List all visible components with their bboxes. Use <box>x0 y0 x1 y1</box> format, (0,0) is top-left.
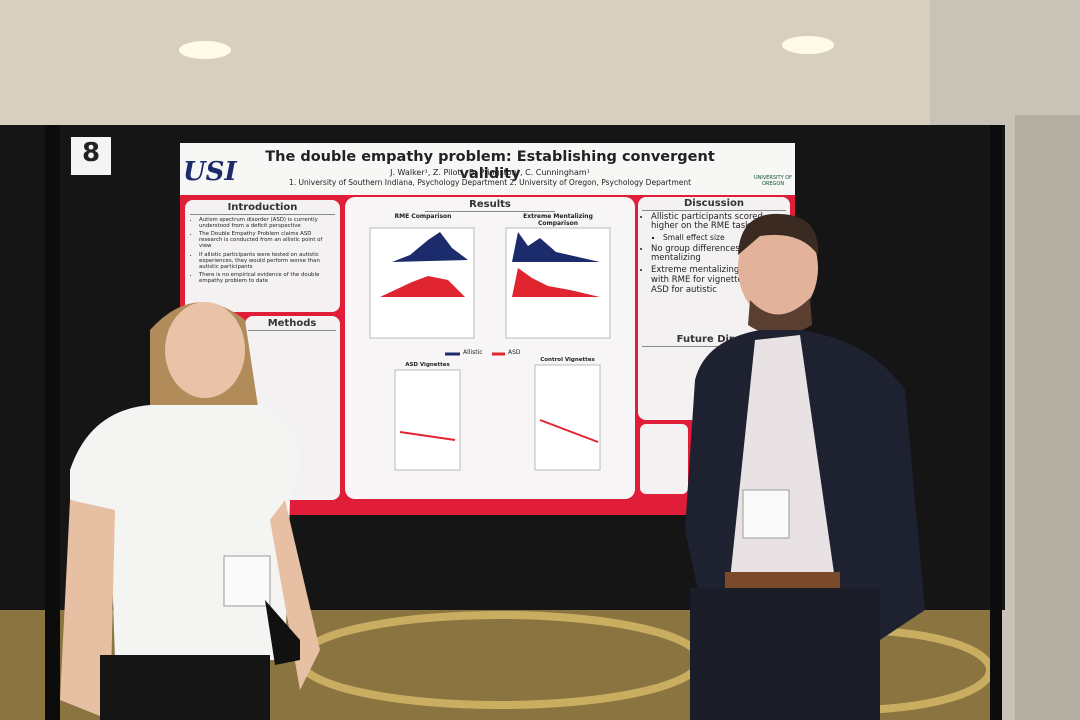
trousers <box>690 588 880 720</box>
panel-title: Extreme Mentalizing Comparison <box>523 213 593 227</box>
bullet: Allistic participants scored higher on t… <box>651 212 786 233</box>
references-panel <box>640 424 688 494</box>
trend-line <box>399 431 456 441</box>
poster-title: The double empathy problem: Establishing… <box>265 149 715 182</box>
bullet: The Double Empathy Problem claims ASD re… <box>199 231 335 250</box>
intro-panel <box>185 200 340 312</box>
ceiling-light <box>782 36 834 54</box>
partner-logo: UNIVERSITY OF OREGON <box>753 175 793 187</box>
poster-title-bar <box>180 143 795 195</box>
density-asd <box>512 268 600 297</box>
poster-authors: J. Walker¹, Z. Pilot¹, B. Pfingston¹, C.… <box>390 168 590 177</box>
methods-section: Methods <box>248 318 336 331</box>
booth-sign <box>71 137 111 175</box>
ceiling <box>0 0 1080 130</box>
hair <box>738 213 819 255</box>
bullet-list: Allistic participants scored higher on t… <box>642 212 786 296</box>
section-heading: Methods <box>248 318 336 331</box>
beard <box>748 298 812 335</box>
bullet: Autism spectrum disorder (ASD) is curren… <box>199 217 335 229</box>
section-heading: Future Direct <box>642 334 786 347</box>
panel-title: RME Comparison <box>394 213 452 220</box>
belt <box>725 572 840 590</box>
bullet-list: Autism spectrum disorder (ASD) is curren… <box>190 217 335 285</box>
section-heading: Results <box>425 199 555 212</box>
face <box>738 216 818 320</box>
bullet: There is no empirical evidence of the do… <box>199 272 335 284</box>
ceiling-light <box>179 41 231 59</box>
section-heading: Introduction <box>190 202 335 215</box>
bag <box>265 600 300 665</box>
arms <box>60 500 320 720</box>
panel-title: Control Vignettes <box>540 357 595 363</box>
board-frame <box>45 125 60 720</box>
density-asd <box>380 276 465 297</box>
section-heading: Discussion <box>642 198 786 211</box>
trend-line <box>539 419 599 443</box>
face <box>165 302 245 398</box>
booth-number: 8 <box>81 138 101 168</box>
logo: USI <box>183 157 237 187</box>
bullet: Small effect size <box>663 233 786 243</box>
board-frame <box>990 125 1002 720</box>
bullet: If allistic participants were tested on … <box>199 252 335 271</box>
trousers <box>100 655 270 720</box>
name-badge <box>742 489 790 539</box>
poster-affiliations: 1. University of Southern Indiana, Psych… <box>288 178 692 187</box>
future-section: Future Direct <box>642 334 786 347</box>
density-allistic <box>512 232 600 262</box>
scatter-frame <box>394 369 461 471</box>
bullet: Extreme mentalizing correlated with RME … <box>651 265 786 295</box>
name-badge <box>223 555 271 607</box>
legend-entry: Allistic <box>463 349 483 356</box>
legend-entry: ASD <box>508 349 521 356</box>
pillar <box>1015 115 1080 720</box>
bullet: No group differences in mentalizing <box>651 244 786 265</box>
results-section: Results <box>345 199 635 212</box>
panel-title: ASD Vignettes <box>405 362 450 368</box>
intro-section: Introduction Autism spectrum disorder (A… <box>190 202 335 287</box>
scatter-frame <box>534 364 601 471</box>
discussion-section: Discussion Allistic participants scored … <box>642 198 786 297</box>
density-allistic <box>392 232 468 262</box>
